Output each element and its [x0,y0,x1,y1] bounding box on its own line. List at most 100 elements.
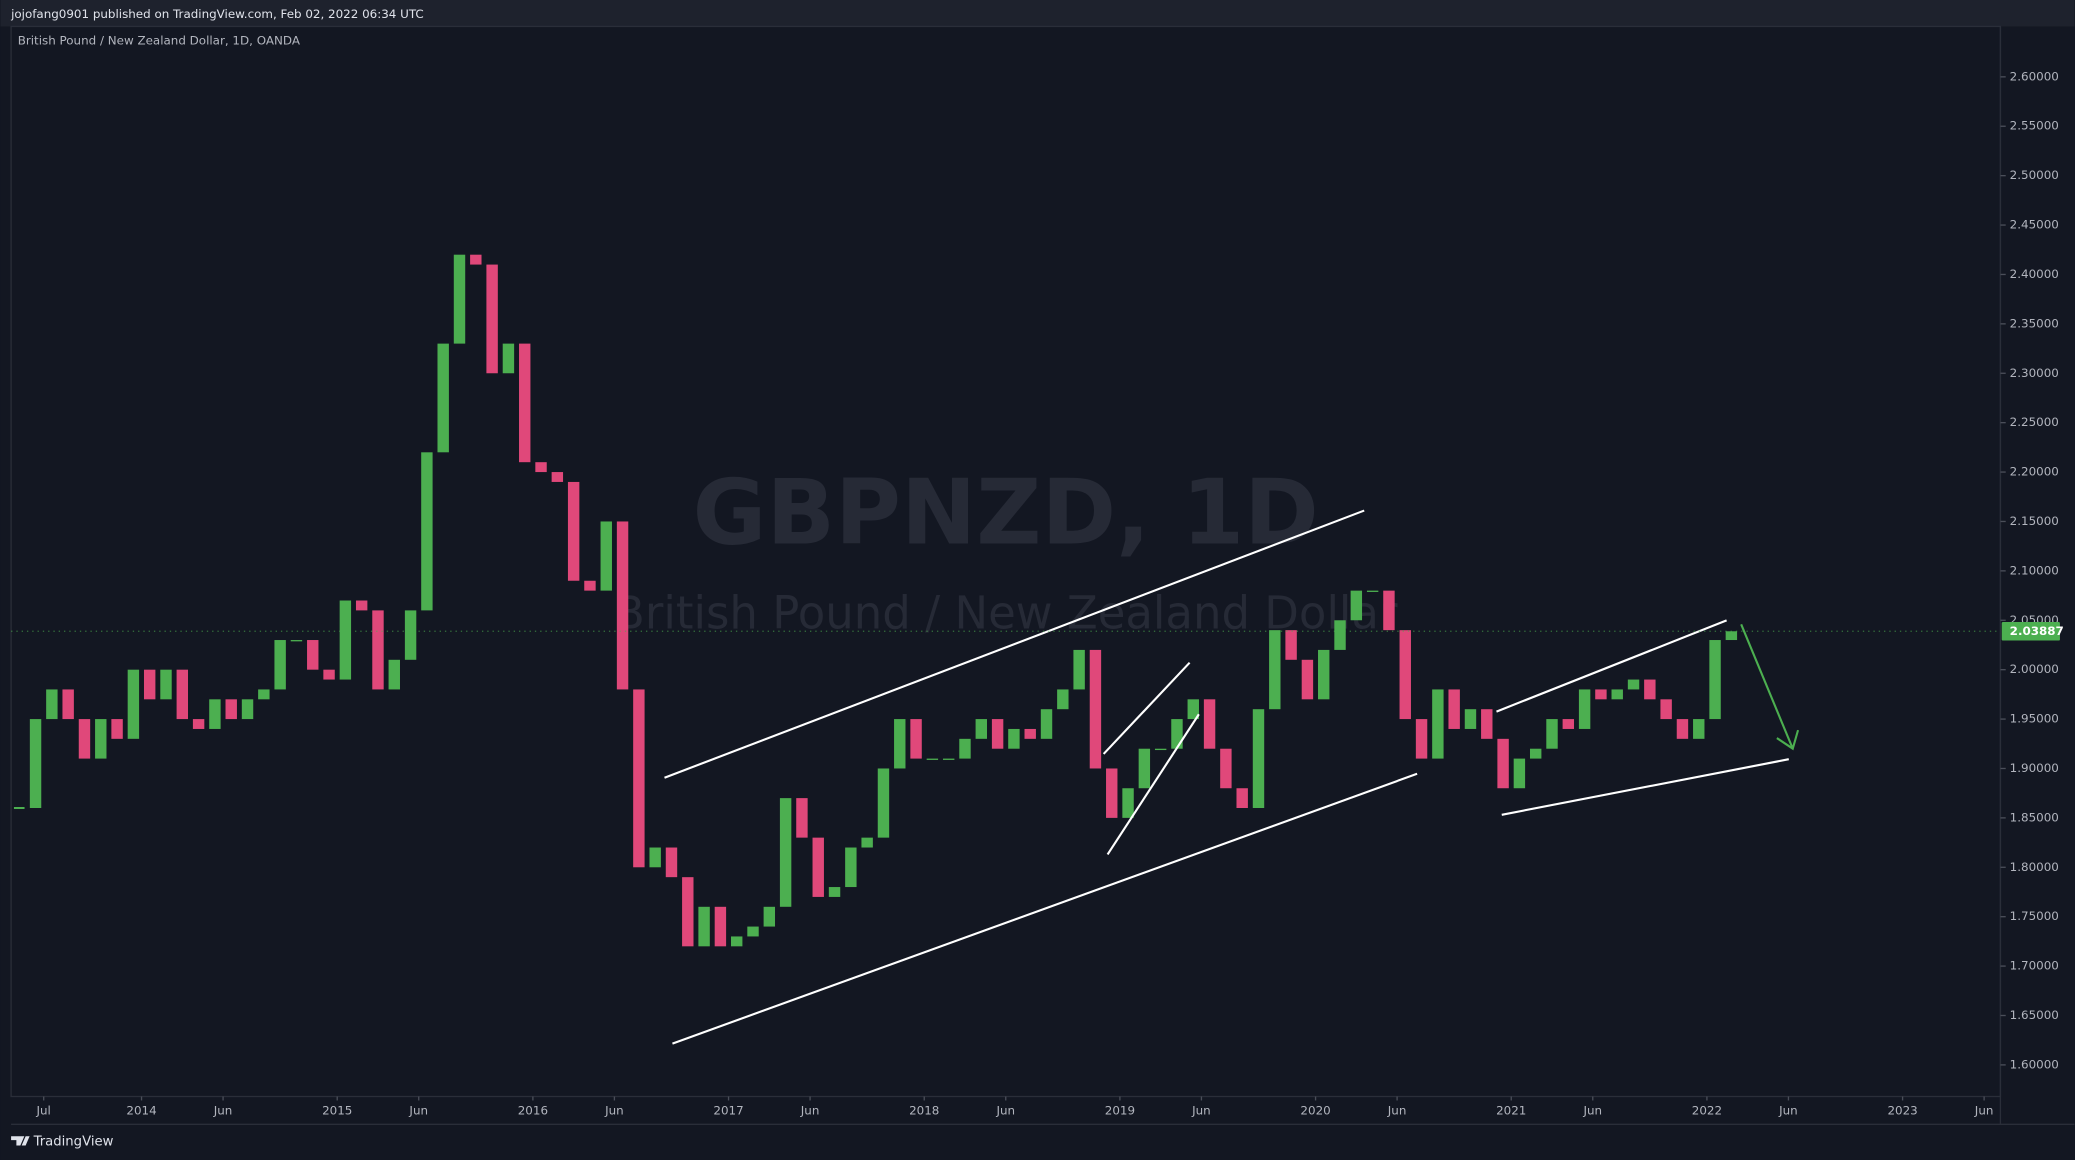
candle [78,719,91,759]
arrow-shaft [1740,623,1794,750]
candle [470,254,482,265]
x-tick-label: Jun [995,1104,1015,1118]
candle [551,472,564,482]
candle [1383,590,1395,631]
candle [1693,719,1705,739]
candle [502,343,515,374]
y-tick-label: 2.50000 [2010,168,2059,182]
candle [1203,699,1216,749]
candle [763,906,776,927]
candle [698,906,710,947]
candle [1611,689,1623,700]
candle [241,699,254,720]
candle [1676,719,1689,739]
candle [682,877,694,947]
y-tick-label: 2.40000 [2010,267,2059,281]
candle [828,887,841,897]
candle [567,481,580,581]
candle [437,343,449,453]
symbol-label: British Pound / New Zealand Dollar, 1D, … [18,34,301,48]
candle [747,926,759,937]
candle [1725,631,1738,641]
candle [535,462,547,473]
x-tick-label: Jun [213,1104,233,1118]
candle [910,719,922,759]
candle [1122,788,1134,818]
candle [1057,689,1069,710]
candle [714,906,727,947]
candle [779,798,792,907]
arrow-head [1776,729,1800,751]
candle [1644,679,1656,700]
candle [1513,758,1526,789]
x-tick-label: Jun [1778,1104,1798,1118]
candle [1709,640,1721,720]
x-tick-label: 2017 [713,1104,743,1118]
candle [1415,719,1428,759]
candle [143,669,156,700]
candle [1578,689,1591,729]
candle [796,798,808,838]
x-tick-label: 2018 [909,1104,939,1118]
y-tick-label: 2.30000 [2010,366,2059,380]
candle [877,768,890,838]
candle [600,521,612,591]
x-tick-label: 2019 [1105,1104,1135,1118]
candle [1089,649,1102,769]
candle [404,610,417,660]
x-tick-label: 2023 [1887,1104,1917,1118]
candle [1366,590,1379,592]
candle [192,719,205,729]
candle [290,640,303,642]
candle [926,758,939,760]
candle [62,689,74,720]
candle [942,758,955,760]
candle [1154,748,1167,751]
x-tick-label: 2022 [1692,1104,1722,1118]
x-tick-label: Jun [1974,1104,1994,1118]
candle [584,580,596,591]
candle [258,689,270,700]
candle [1448,689,1460,729]
y-tick-label: 1.75000 [2010,909,2059,923]
watermark-subtitle: British Pound / New Zealand Dollar [614,586,1398,639]
candle [1350,590,1363,621]
candle [1106,768,1118,818]
x-tick-label: 2014 [126,1104,156,1118]
x-tick-label: Jul [36,1104,51,1118]
candle [453,254,466,344]
candle [1464,709,1477,729]
y-tick-label: 2.60000 [2010,69,2059,83]
x-tick-label: Jun [800,1104,820,1118]
candle [1008,728,1020,749]
candle [894,719,906,769]
candle [95,719,107,759]
candle [1432,689,1444,759]
candle [1334,620,1346,650]
candle [991,719,1004,749]
y-tick-label: 2.45000 [2010,218,2059,232]
candle [111,719,123,739]
candle [1481,709,1493,739]
channel-top [664,509,1365,779]
y-tick-label: 1.60000 [2010,1057,2059,1071]
x-tick-label: 2021 [1496,1104,1526,1118]
candle [1138,748,1151,789]
candle [616,521,629,690]
candle [665,847,678,878]
x-tick-label: Jun [1387,1104,1407,1118]
candle [160,669,172,700]
y-tick-label: 1.80000 [2010,860,2059,874]
candle [1252,709,1265,809]
y-tick-label: 2.25000 [2010,415,2059,429]
candle [649,847,661,868]
wedge-bottom [1501,758,1789,816]
footer-logo: TradingView [11,1134,114,1149]
flag-bottom [1106,713,1200,856]
candle [1040,709,1053,739]
y-tick-label: 2.10000 [2010,563,2059,577]
x-tick-label: Jun [1582,1104,1602,1118]
footer-text: TradingView [33,1134,114,1149]
